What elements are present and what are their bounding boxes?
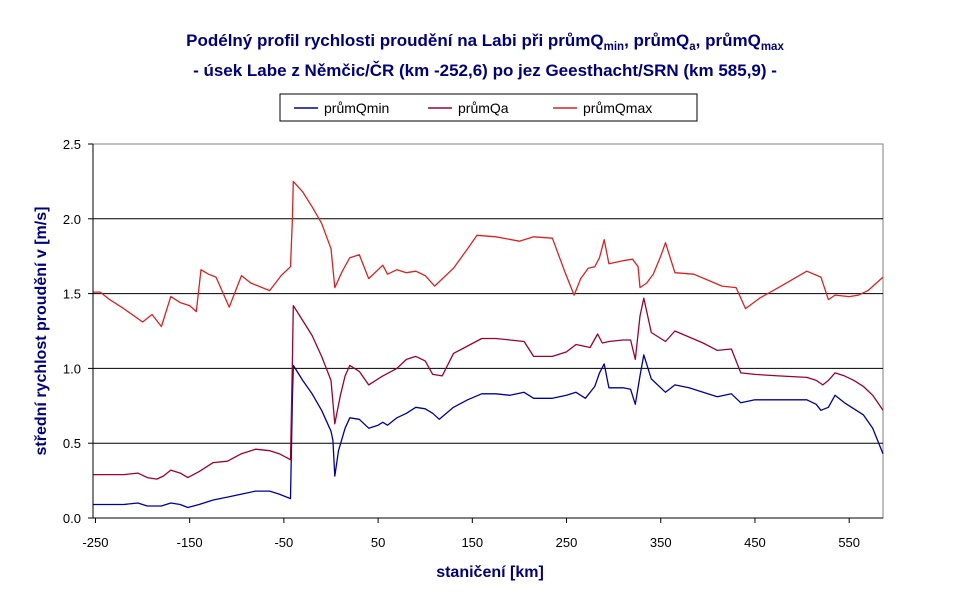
chart-title-line1: Podélný profil rychlosti proudění na Lab… <box>186 31 784 53</box>
x-tick-label: 550 <box>838 535 860 550</box>
legend-label: průmQmin <box>324 100 389 116</box>
chart-title-line2: - úsek Labe z Němčic/ČR (km -252,6) po j… <box>193 61 777 80</box>
x-tick-label: 150 <box>461 535 483 550</box>
x-tick-label: -150 <box>177 535 203 550</box>
y-axis-ticks: 0.0 0.5 1.0 1.5 2.0 2.5 <box>63 137 93 526</box>
title-segment: max <box>761 41 785 53</box>
y-tick-label: 1.5 <box>63 287 81 302</box>
gridlines <box>93 218 883 444</box>
legend-label: průmQa <box>458 100 509 116</box>
y-tick-label: 2.0 <box>63 212 81 227</box>
title-segment: min <box>604 41 624 53</box>
y-tick-label: 1.0 <box>63 361 81 376</box>
plot-area <box>92 143 884 519</box>
x-tick-label: -250 <box>82 535 108 550</box>
x-tick-label: 350 <box>650 535 672 550</box>
legend-box <box>279 93 698 122</box>
x-axis-ticks: -250 -150 -50 50 150 250 350 450 550 <box>82 518 860 550</box>
y-tick-label: 2.5 <box>63 137 81 152</box>
title-segment: a <box>689 41 696 53</box>
title-segment: , průmQ <box>624 31 689 50</box>
title-segment: , průmQ <box>696 31 761 50</box>
x-tick-label: 50 <box>371 535 385 550</box>
x-axis-label: staničení [km] <box>436 564 544 581</box>
x-tick-label: -50 <box>274 535 293 550</box>
series-lines <box>93 180 884 509</box>
x-tick-label: 450 <box>744 535 766 550</box>
x-tick-label: 250 <box>556 535 578 550</box>
y-tick-label: 0.0 <box>63 511 81 526</box>
y-axis-label: střední rychlost proudění v [m/s] <box>33 207 50 456</box>
y-tick-label: 0.5 <box>63 436 81 451</box>
legend-label: průmQmax <box>583 100 652 116</box>
series-line-2 <box>93 297 884 480</box>
series-line-3 <box>93 180 884 328</box>
title-segment: Podélný profil rychlosti proudění na Lab… <box>186 31 603 50</box>
chart-legend: průmQmin průmQa průmQmax <box>279 93 698 122</box>
series-line-1 <box>93 354 884 509</box>
